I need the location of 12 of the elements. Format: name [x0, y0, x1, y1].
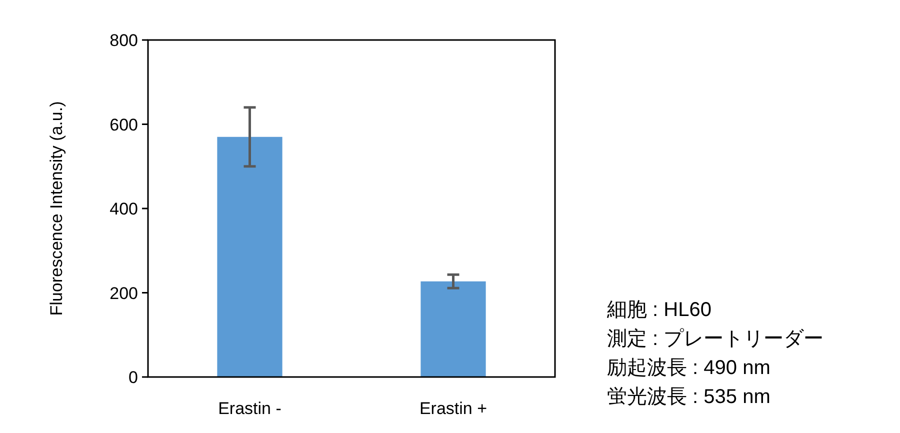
- text: 測定 : プレートリーダー: [607, 328, 824, 350]
- x-tick-label: Erastin -: [218, 399, 282, 418]
- y-axis-title: Fluorescence Intensity (a.u.): [47, 101, 66, 316]
- y-tick-label: 200: [110, 284, 138, 303]
- y-tick-label: 0: [128, 368, 138, 387]
- text: 蛍光波長 : 535 nm: [607, 386, 770, 408]
- y-tick-label: 400: [110, 200, 138, 218]
- y-tick-label: 800: [110, 31, 138, 50]
- x-tick-label: Erastin +: [419, 399, 488, 418]
- y-tick-label: 600: [110, 115, 138, 134]
- text: 細胞 : HL60: [606, 299, 712, 321]
- text: 励起波長 : 490 nm: [607, 357, 770, 379]
